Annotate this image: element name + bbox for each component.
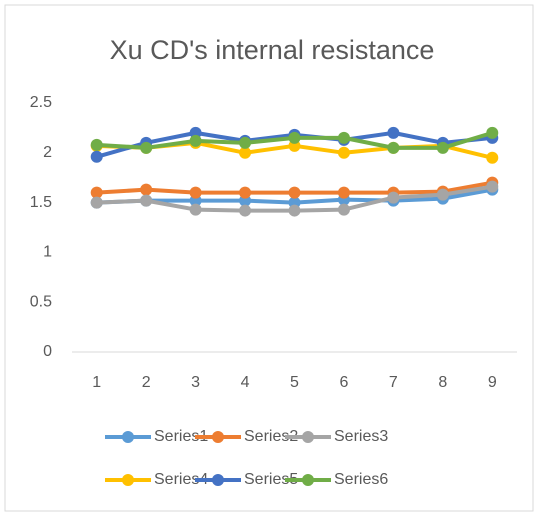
point [387, 141, 400, 154]
point [436, 188, 449, 201]
chart-title: Xu CD's internal resistance [110, 35, 435, 65]
point [436, 141, 449, 154]
legend-label: Series4 [154, 471, 208, 488]
point [486, 151, 499, 164]
point [189, 186, 202, 199]
point [239, 204, 252, 217]
chart-border [4, 4, 534, 512]
y-tick-label: 2.5 [30, 94, 52, 111]
y-tick-label: 1 [43, 244, 52, 261]
point [337, 186, 350, 199]
legend-marker [212, 431, 224, 443]
point [486, 126, 499, 139]
point [288, 204, 301, 217]
x-tick-label: 4 [241, 374, 250, 391]
legend-marker [122, 474, 134, 486]
point [90, 138, 103, 151]
legend-label: Series6 [334, 471, 388, 488]
point [239, 186, 252, 199]
point [337, 146, 350, 159]
x-tick-label: 3 [191, 374, 200, 391]
legend-label: Series2 [244, 428, 298, 445]
x-tick-label: 1 [92, 374, 101, 391]
point [486, 180, 499, 193]
point [387, 126, 400, 139]
y-tick-label: 1.5 [30, 194, 52, 211]
legend-marker [302, 474, 314, 486]
legend-marker [302, 431, 314, 443]
point [140, 141, 153, 154]
x-tick-label: 6 [339, 374, 348, 391]
x-tick-label: 5 [290, 374, 299, 391]
x-tick-label: 2 [142, 374, 151, 391]
point [337, 203, 350, 216]
point [140, 194, 153, 207]
y-tick-label: 0.5 [30, 293, 52, 310]
point [90, 186, 103, 199]
point [239, 146, 252, 159]
x-tick-label: 7 [389, 374, 398, 391]
point [337, 131, 350, 144]
point [288, 186, 301, 199]
legend-label: Series1 [154, 428, 208, 445]
point [189, 203, 202, 216]
y-tick-label: 0 [43, 343, 52, 360]
point [140, 183, 153, 196]
point [90, 196, 103, 209]
legend-label: Series5 [244, 471, 298, 488]
point [387, 191, 400, 204]
legend-marker [122, 431, 134, 443]
point [189, 134, 202, 147]
x-tick-label: 9 [488, 374, 497, 391]
point [90, 150, 103, 163]
y-tick-label: 2 [43, 144, 52, 161]
legend-label: Series3 [334, 428, 388, 445]
point [239, 136, 252, 149]
point [288, 131, 301, 144]
x-tick-label: 8 [438, 374, 447, 391]
legend-marker [212, 474, 224, 486]
